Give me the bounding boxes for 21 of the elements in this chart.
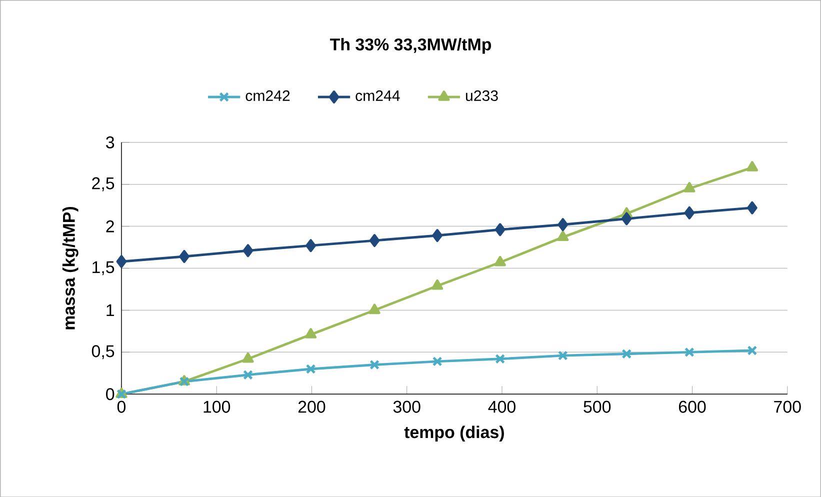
y-tick-label: 0,5 [92,344,114,359]
chart-title: Th 33% 33,3MW/tMp [330,38,492,54]
y-tick-label: 2 [106,220,114,232]
x-tick-label: 700 [774,400,801,413]
y-tick-label: 1,5 [92,261,114,275]
x-tick-label: 500 [584,400,611,413]
y-tick-label: 2,5 [92,177,114,192]
x-axis-title: tempo (dias) [404,426,504,442]
x-tick-label: 100 [204,400,230,413]
y-axis-title: massa (kg/tMP) [62,206,78,330]
x-tick-label: 200 [298,400,326,413]
y-tick-label: 1 [106,304,114,316]
y-tick-label: 0 [106,388,114,400]
legend-label: cm244 [356,90,400,101]
x-tick-label: 600 [678,400,706,413]
y-tick-label: 3 [106,136,114,148]
x-tick-label: 300 [393,400,420,413]
legend-label: cm242 [246,90,290,101]
legend-label: u233 [466,90,498,101]
x-tick-label: 0 [117,400,126,413]
x-tick-label: 400 [488,400,516,413]
